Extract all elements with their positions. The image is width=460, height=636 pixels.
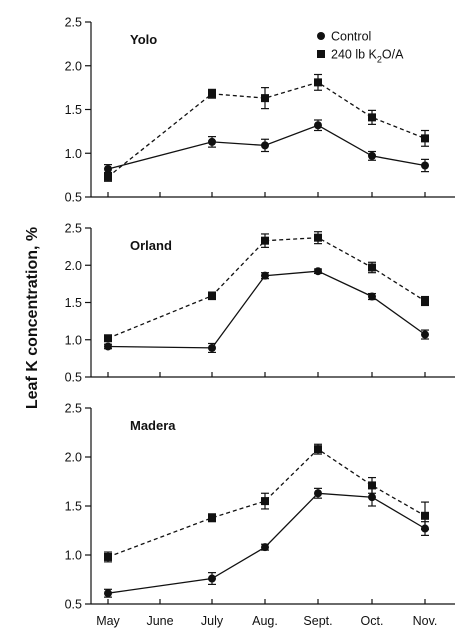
series-line-k2o xyxy=(107,448,426,558)
y-tick-label: 2.5 xyxy=(65,16,82,30)
data-point-control xyxy=(421,161,429,170)
y-tick-label: 2.0 xyxy=(65,59,82,73)
data-point-control xyxy=(421,330,429,339)
y-tick-label: 1.0 xyxy=(65,549,82,563)
legend-label-k2o: 240 lb K2O/A xyxy=(331,48,404,65)
data-point-control xyxy=(104,165,112,173)
x-tick-label: June xyxy=(146,614,173,628)
data-point-k2o xyxy=(261,236,269,245)
y-tick-label: 1.0 xyxy=(65,333,82,347)
series-line-control xyxy=(107,124,426,170)
x-tick-label: May xyxy=(96,614,120,628)
y-tick-label: 2.5 xyxy=(65,222,82,236)
data-point-k2o xyxy=(368,113,376,122)
data-point-k2o xyxy=(104,172,112,181)
chart-axes-layer xyxy=(85,21,455,605)
data-point-k2o xyxy=(421,297,429,306)
data-point-k2o xyxy=(261,497,269,506)
y-axis-label: Leaf K concentration, % xyxy=(24,227,41,409)
series-line-k2o xyxy=(107,237,426,339)
data-point-k2o xyxy=(314,445,322,454)
data-point-k2o xyxy=(421,511,429,520)
data-point-control xyxy=(368,292,376,301)
series-line-control xyxy=(107,270,426,349)
y-tick-label: 2.5 xyxy=(65,402,82,416)
data-point-k2o xyxy=(314,78,322,87)
y-tick-label: 2.0 xyxy=(65,259,82,273)
data-point-control xyxy=(104,589,112,598)
y-tick-label: 1.5 xyxy=(65,296,82,310)
y-tick-label: 2.0 xyxy=(65,451,82,465)
y-tick-label: 0.5 xyxy=(65,371,82,385)
y-tick-label: 1.0 xyxy=(65,147,82,161)
x-tick-label: Oct. xyxy=(361,614,384,628)
data-point-k2o xyxy=(208,291,216,300)
data-point-k2o xyxy=(104,552,112,561)
series-line-k2o xyxy=(107,81,426,178)
data-point-k2o xyxy=(421,134,429,143)
x-tick-label: Sept. xyxy=(303,614,332,628)
data-point-k2o xyxy=(208,89,216,98)
data-point-control xyxy=(314,489,322,498)
panel-title: Madera xyxy=(130,418,176,433)
y-tick-label: 1.5 xyxy=(65,103,82,117)
data-point-control xyxy=(368,493,376,502)
data-point-k2o xyxy=(104,334,112,343)
legend-marker-k2o xyxy=(317,50,325,58)
x-tick-label: Nov. xyxy=(413,614,438,628)
legend-marker-control xyxy=(317,32,325,40)
data-point-control xyxy=(314,121,322,130)
data-point-k2o xyxy=(368,481,376,490)
data-point-k2o xyxy=(314,233,322,242)
panel-title: Orland xyxy=(130,238,172,253)
data-point-k2o xyxy=(368,263,376,272)
chart-series-layer xyxy=(104,32,429,598)
series-line-control xyxy=(107,492,426,594)
data-point-k2o xyxy=(208,513,216,522)
data-point-k2o xyxy=(261,94,269,103)
data-point-control xyxy=(208,343,216,352)
data-point-control xyxy=(104,342,112,351)
data-point-control xyxy=(208,574,216,583)
data-point-control xyxy=(368,151,376,160)
data-point-control xyxy=(261,543,269,552)
data-point-control xyxy=(261,271,269,280)
y-tick-label: 0.5 xyxy=(65,598,82,612)
legend-label-control: Control xyxy=(331,30,371,44)
x-tick-label: Aug. xyxy=(252,614,278,628)
y-tick-label: 1.5 xyxy=(65,500,82,514)
panel-title: Yolo xyxy=(130,32,157,47)
x-tick-label: July xyxy=(201,614,224,628)
chart-text-layer: 0.5 1.0 1.5 2.0 2.5 Yolo 0.5 1.0 1.5 2.0 2.5 Orland… xyxy=(24,16,437,629)
y-tick-label: 0.5 xyxy=(65,191,82,205)
data-point-control xyxy=(314,267,322,276)
data-point-control xyxy=(261,141,269,150)
data-point-control xyxy=(208,137,216,146)
